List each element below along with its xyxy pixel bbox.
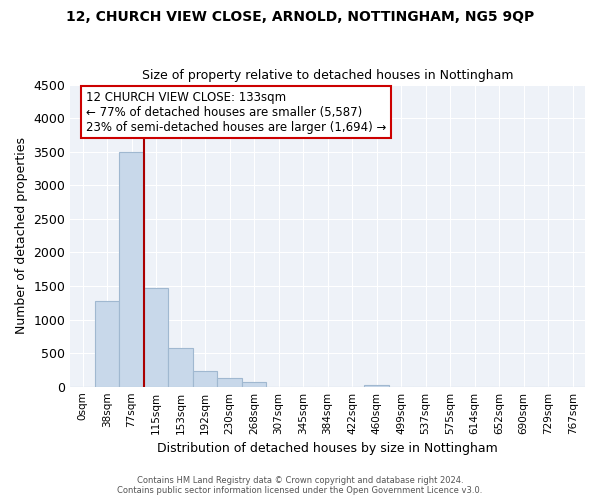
Text: Contains HM Land Registry data © Crown copyright and database right 2024.
Contai: Contains HM Land Registry data © Crown c… <box>118 476 482 495</box>
Bar <box>242 382 266 386</box>
Bar <box>169 348 193 387</box>
X-axis label: Distribution of detached houses by size in Nottingham: Distribution of detached houses by size … <box>157 442 498 455</box>
Bar <box>144 288 169 386</box>
Bar <box>119 152 144 386</box>
Bar <box>193 370 217 386</box>
Text: 12 CHURCH VIEW CLOSE: 133sqm
← 77% of detached houses are smaller (5,587)
23% of: 12 CHURCH VIEW CLOSE: 133sqm ← 77% of de… <box>86 90 386 134</box>
Text: 12, CHURCH VIEW CLOSE, ARNOLD, NOTTINGHAM, NG5 9QP: 12, CHURCH VIEW CLOSE, ARNOLD, NOTTINGHA… <box>66 10 534 24</box>
Title: Size of property relative to detached houses in Nottingham: Size of property relative to detached ho… <box>142 69 514 82</box>
Y-axis label: Number of detached properties: Number of detached properties <box>15 137 28 334</box>
Bar <box>95 300 119 386</box>
Bar <box>217 378 242 386</box>
Bar <box>364 384 389 386</box>
